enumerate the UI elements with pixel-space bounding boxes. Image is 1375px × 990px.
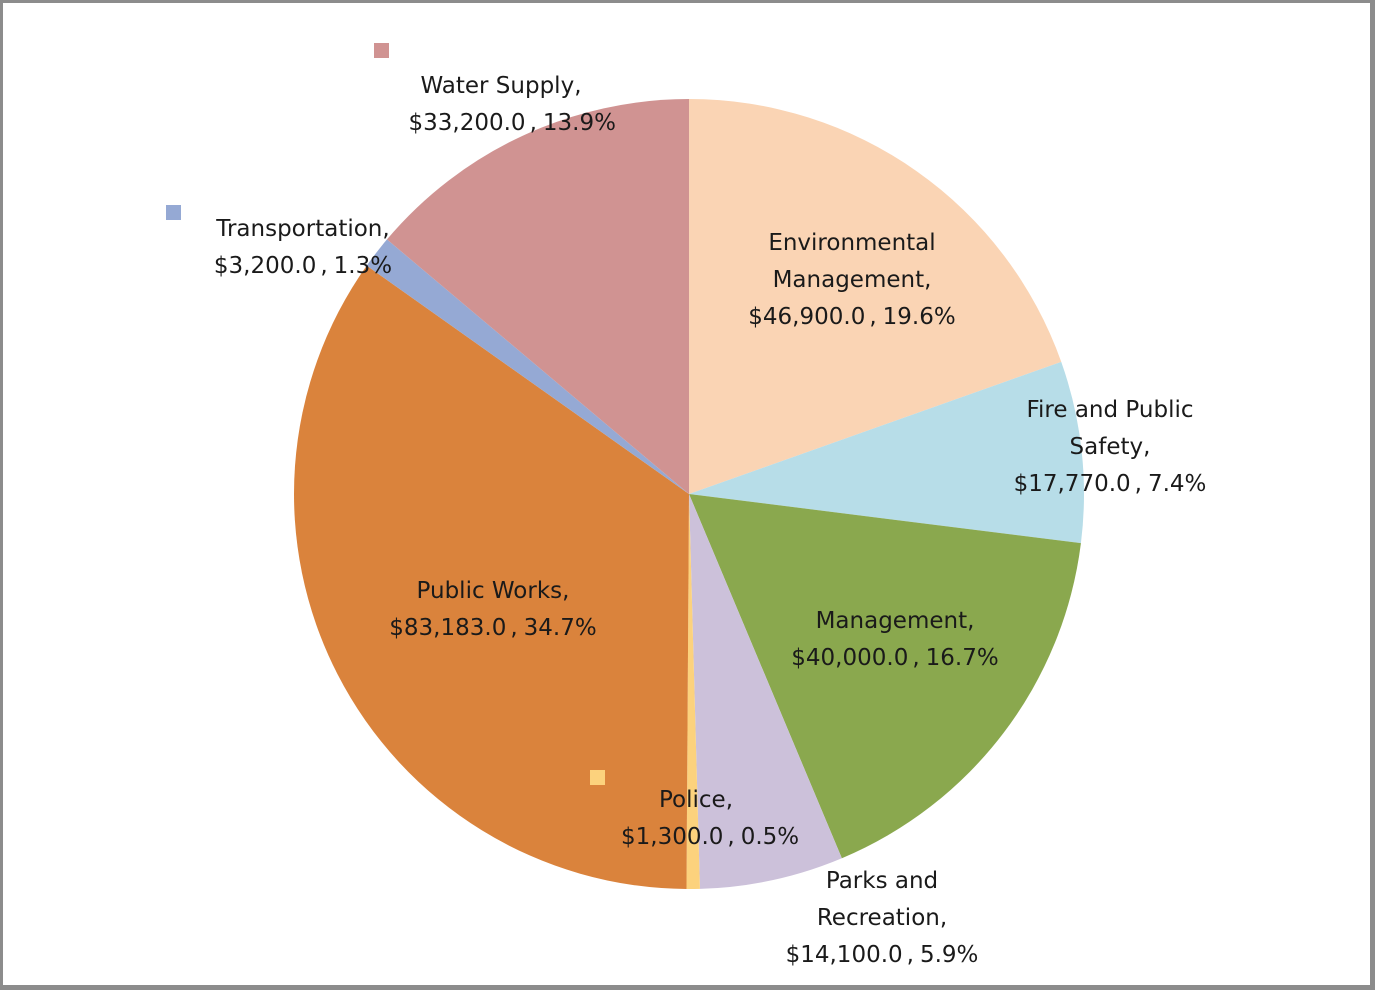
label-category: Fire and Public Safety (1026, 397, 1194, 460)
label-value: $1,300.0 (621, 824, 724, 850)
label-percent: 7.4% (1147, 471, 1207, 497)
label-value: $46,900.0 (748, 304, 866, 330)
label-key (166, 205, 181, 220)
label-category: Police (658, 787, 726, 813)
label-separator: , (869, 304, 877, 330)
label-key (374, 43, 389, 58)
data-label: Water Supply, $33,200.0, 13.9% (408, 68, 616, 142)
label-category: Water Supply (420, 73, 575, 99)
label-separator: , (1134, 471, 1142, 497)
data-label: Transportation, $3,200.0, 1.3% (201, 211, 406, 285)
label-separator: , (727, 824, 735, 850)
label-percent: 5.9% (919, 942, 979, 968)
label-percent: 1.3% (333, 253, 393, 279)
label-key (590, 770, 605, 785)
label-separator: , (939, 905, 948, 931)
label-category: Management (815, 608, 968, 634)
label-category: Environmental Management (768, 230, 936, 293)
label-category: Public Works (416, 578, 563, 604)
pie-slice (366, 239, 689, 494)
label-separator: , (906, 942, 914, 968)
label-separator: , (725, 787, 733, 813)
label-separator: , (924, 267, 932, 293)
pie-slice (386, 99, 689, 494)
pie-slice (689, 494, 842, 889)
data-label: Public Works, $83,183.0, 34.7% (368, 573, 618, 647)
data-label: Parks and Recreation, $14,100.0, 5.9% (767, 863, 997, 974)
label-percent: 34.7% (523, 615, 597, 641)
pie-slice (689, 494, 1081, 859)
data-label: Environmental Management, $46,900.0, 19.6… (727, 225, 977, 336)
label-separator: , (529, 110, 537, 136)
label-separator: , (382, 216, 390, 242)
label-separator: , (574, 73, 582, 99)
label-percent: 13.9% (542, 110, 616, 136)
label-separator: , (912, 645, 920, 671)
label-value: $14,100.0 (785, 942, 903, 968)
label-percent: 16.7% (925, 645, 999, 671)
label-value: $17,770.0 (1013, 471, 1131, 497)
label-value: $33,200.0 (408, 110, 526, 136)
label-separator: , (320, 253, 328, 279)
label-value: $3,200.0 (213, 253, 317, 279)
label-category: Transportation (216, 216, 383, 242)
label-category: Parks and Recreation (816, 868, 940, 931)
label-value: $40,000.0 (791, 645, 909, 671)
label-separator: , (1143, 434, 1151, 460)
data-label: Fire and Public Safety, $17,770.0, 7.4% (1010, 392, 1210, 503)
label-separator: , (562, 578, 570, 604)
label-percent: 19.6% (882, 304, 956, 330)
label-separator: , (510, 615, 518, 641)
data-label: Police, $1,300.0, 0.5% (621, 782, 799, 856)
label-percent: 0.5% (740, 824, 800, 850)
pie-chart (166, 43, 1084, 889)
pie-slice (293, 265, 689, 889)
label-value: $83,183.0 (389, 615, 507, 641)
label-separator: , (967, 608, 975, 634)
pie-slice (689, 361, 1084, 544)
pie-slice (689, 99, 1062, 494)
data-label: Management, $40,000.0, 16.7% (765, 603, 1025, 677)
pie-slice (686, 494, 700, 889)
